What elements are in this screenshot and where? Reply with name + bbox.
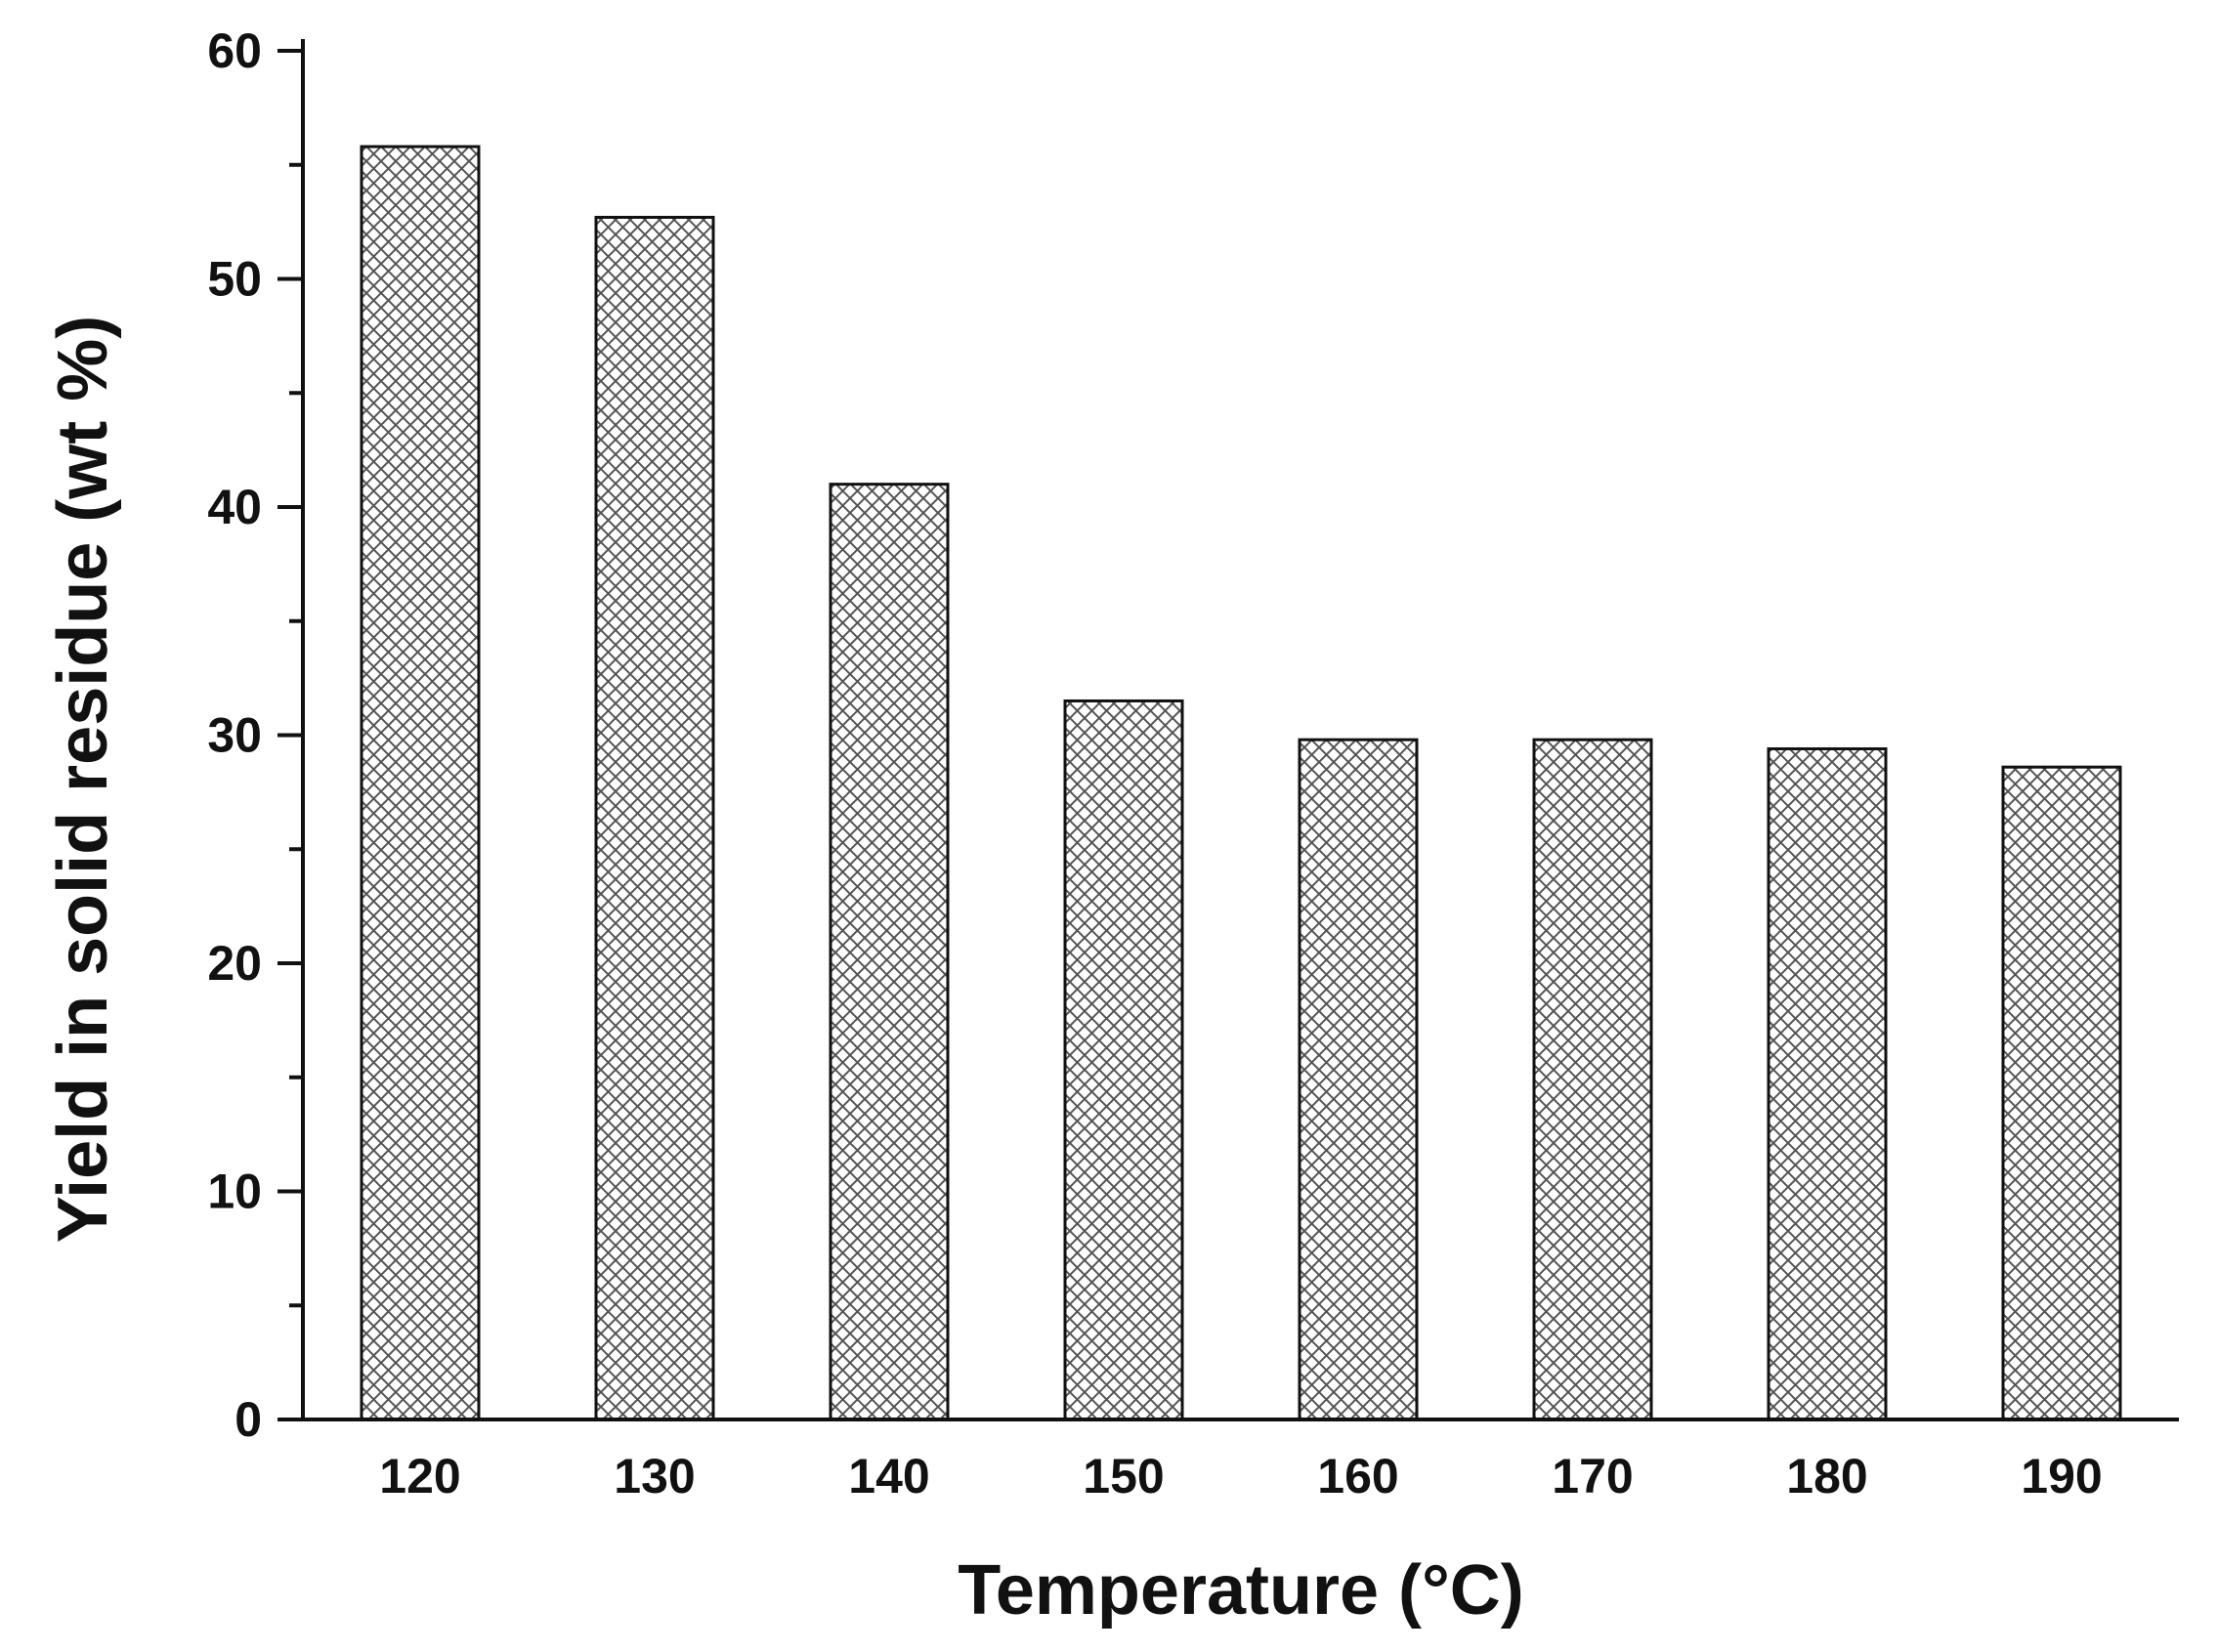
bar-170 [1532, 738, 1653, 1421]
bar-120 [360, 145, 481, 1421]
y-axis-ticks: 0 10 20 30 40 50 60 [207, 23, 303, 1447]
y-tick-label-0: 0 [235, 1392, 262, 1447]
y-tick-label-60: 60 [207, 23, 262, 78]
y-tick-label-10: 10 [207, 1165, 262, 1219]
y-tick-label-20: 20 [207, 936, 262, 991]
x-axis-ticks: 120 130 140 150 160 170 180 190 [379, 1449, 2102, 1504]
x-tick-label-130: 130 [614, 1449, 695, 1504]
y-tick-label-50: 50 [207, 252, 262, 307]
x-tick-label-150: 150 [1083, 1449, 1164, 1504]
x-axis-title: Temperature (°C) [958, 1551, 1524, 1630]
x-tick-label-120: 120 [379, 1449, 460, 1504]
bar-160 [1298, 738, 1419, 1421]
x-tick-label-140: 140 [848, 1449, 929, 1504]
bar-150 [1063, 699, 1184, 1421]
y-axis-title: Yield in solid residue (wt %) [44, 316, 122, 1243]
bar-190 [2001, 765, 2122, 1421]
x-tick-label-170: 170 [1552, 1449, 1633, 1504]
x-tick-label-160: 160 [1317, 1449, 1398, 1504]
bars [360, 145, 2122, 1421]
y-tick-label-40: 40 [207, 480, 262, 534]
x-tick-label-180: 180 [1786, 1449, 1867, 1504]
y-tick-label-30: 30 [207, 708, 262, 763]
bar-130 [594, 215, 715, 1421]
bar-140 [829, 483, 950, 1421]
bar-180 [1767, 747, 1888, 1421]
x-tick-label-190: 190 [2021, 1449, 2102, 1504]
